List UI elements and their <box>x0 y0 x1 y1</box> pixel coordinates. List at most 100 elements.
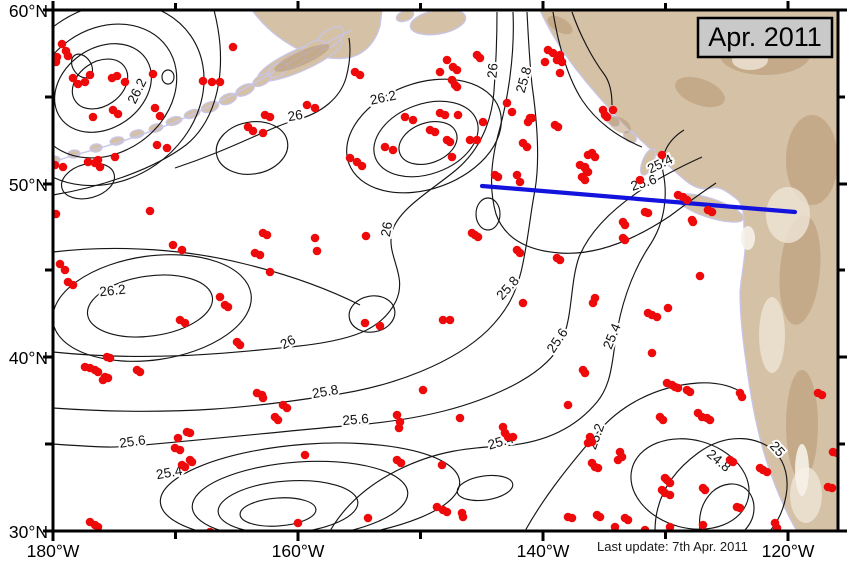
float-dot <box>73 79 83 89</box>
float-dot <box>120 77 130 87</box>
float-dot <box>610 522 620 531</box>
float-dot <box>302 100 312 110</box>
float-dot <box>93 155 103 165</box>
float-dot <box>658 415 668 425</box>
float-dot <box>652 312 662 322</box>
float-dot <box>392 410 402 420</box>
float-dot <box>105 353 115 363</box>
float-dot <box>657 150 667 160</box>
float-dot <box>112 71 122 81</box>
float-dot <box>85 70 95 80</box>
float-dot <box>180 462 190 472</box>
float-dot <box>827 483 837 493</box>
float-dot <box>57 39 67 49</box>
float-dot <box>145 206 155 216</box>
float-dot <box>400 112 410 122</box>
float-dot <box>173 433 183 443</box>
x-axis-tick-label: 140°W <box>517 541 570 561</box>
float-dot <box>458 512 468 522</box>
float-dot <box>437 460 447 470</box>
float-dot <box>355 70 365 80</box>
float-dot <box>177 245 187 255</box>
float-dot <box>113 109 123 119</box>
float-dot <box>527 113 537 123</box>
float-dot <box>580 368 590 378</box>
float-dot <box>665 490 675 500</box>
float-dot <box>93 522 103 531</box>
float-dot <box>593 463 603 473</box>
float-dot <box>80 77 90 87</box>
float-dot <box>388 145 398 155</box>
float-dot <box>310 103 320 113</box>
float-dot <box>363 513 373 523</box>
float-dot <box>455 413 465 423</box>
float-dot <box>507 107 517 117</box>
contour-label: 25.4 <box>155 463 184 482</box>
float-dot <box>265 267 275 277</box>
float-dot <box>582 167 592 177</box>
float-dot <box>198 76 208 86</box>
float-dot <box>93 367 103 377</box>
float-dot <box>563 400 573 410</box>
float-dot <box>613 455 623 465</box>
float-dot <box>688 217 698 227</box>
float-dot <box>682 195 692 205</box>
float-dot <box>522 142 532 152</box>
float-dot <box>518 298 528 308</box>
float-dot <box>620 220 630 230</box>
title-box-rect <box>696 16 834 59</box>
float-dot <box>262 230 272 240</box>
float-dot <box>447 152 457 162</box>
float-dot <box>440 110 450 120</box>
float-dot <box>453 110 463 120</box>
float-dot <box>647 348 657 358</box>
float-dot <box>472 135 482 145</box>
float-dot <box>430 127 440 137</box>
float-dot <box>705 415 715 425</box>
section-line-p <box>479 183 798 215</box>
float-dot <box>396 458 406 468</box>
float-dot <box>360 318 370 328</box>
float-dot <box>452 82 462 92</box>
float-dot <box>620 235 630 245</box>
float-dot <box>673 383 683 393</box>
float-dot <box>508 432 518 442</box>
float-dot <box>55 259 65 269</box>
float-dot <box>567 513 577 523</box>
float-dot <box>473 232 483 242</box>
float-dot <box>98 375 108 385</box>
x-axis-tick-label: 180°W <box>27 541 80 561</box>
float-dot <box>215 77 225 87</box>
float-dot <box>68 73 78 83</box>
float-dot <box>557 57 567 67</box>
float-dot <box>282 403 292 413</box>
contour-label: 26.2 <box>99 282 127 300</box>
float-dot <box>445 315 455 325</box>
float-dot <box>515 177 525 187</box>
float-dot <box>762 467 772 477</box>
float-dot <box>162 143 172 153</box>
float-dot <box>817 390 827 400</box>
float-dot <box>493 172 503 182</box>
float-dot <box>445 137 455 147</box>
float-dot <box>555 68 565 78</box>
land-layer <box>53 10 838 531</box>
last-update-note: Last update: 7th Apr. 2011 <box>597 539 748 554</box>
float-dot <box>375 321 385 331</box>
float-dot <box>228 42 238 52</box>
float-dot <box>380 142 390 152</box>
contour-label: 26 <box>378 221 395 238</box>
float-dot <box>602 112 612 122</box>
float-dot <box>735 503 745 513</box>
float-dot <box>258 128 268 138</box>
float-dot <box>207 77 217 87</box>
float-dot <box>408 115 418 125</box>
x-axis-tick-label: 160°W <box>272 541 325 561</box>
float-dot <box>635 175 645 185</box>
float-dot <box>53 209 61 219</box>
float-dot <box>223 302 233 312</box>
float-dot <box>553 122 563 132</box>
float-dot <box>590 152 600 162</box>
